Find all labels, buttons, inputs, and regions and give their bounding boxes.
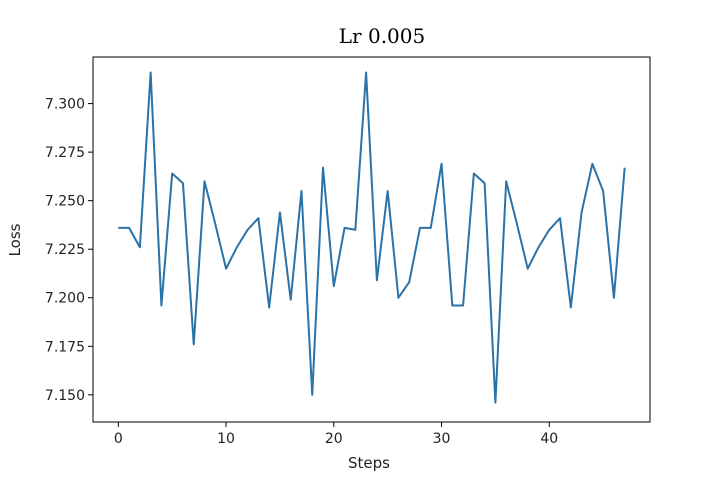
y-tick-label: 7.150 (45, 388, 85, 404)
plot-area (92, 56, 651, 423)
x-axis-label: Steps (348, 454, 390, 472)
x-axis: 0 10 20 30 40 (114, 422, 558, 447)
y-tick-label: 7.175 (45, 339, 85, 355)
y-tick-label: 7.250 (45, 194, 85, 210)
y-tick-label: 7.300 (45, 97, 85, 113)
x-tick-label: 10 (217, 431, 235, 447)
chart-title: Lr 0.005 (339, 24, 425, 48)
x-tick-label: 0 (114, 431, 123, 447)
x-tick-label: 40 (540, 431, 558, 447)
y-tick-label: 7.200 (45, 291, 85, 307)
y-tick-label: 7.225 (45, 242, 85, 258)
y-tick-label: 7.275 (45, 145, 85, 161)
loss-series-line (118, 71, 626, 404)
y-axis-label: Loss (6, 223, 24, 256)
x-tick-label: 20 (325, 431, 343, 447)
x-tick-label: 30 (433, 431, 451, 447)
y-axis: 7.150 7.175 7.200 7.225 7.250 7.275 7.300 (45, 97, 93, 404)
